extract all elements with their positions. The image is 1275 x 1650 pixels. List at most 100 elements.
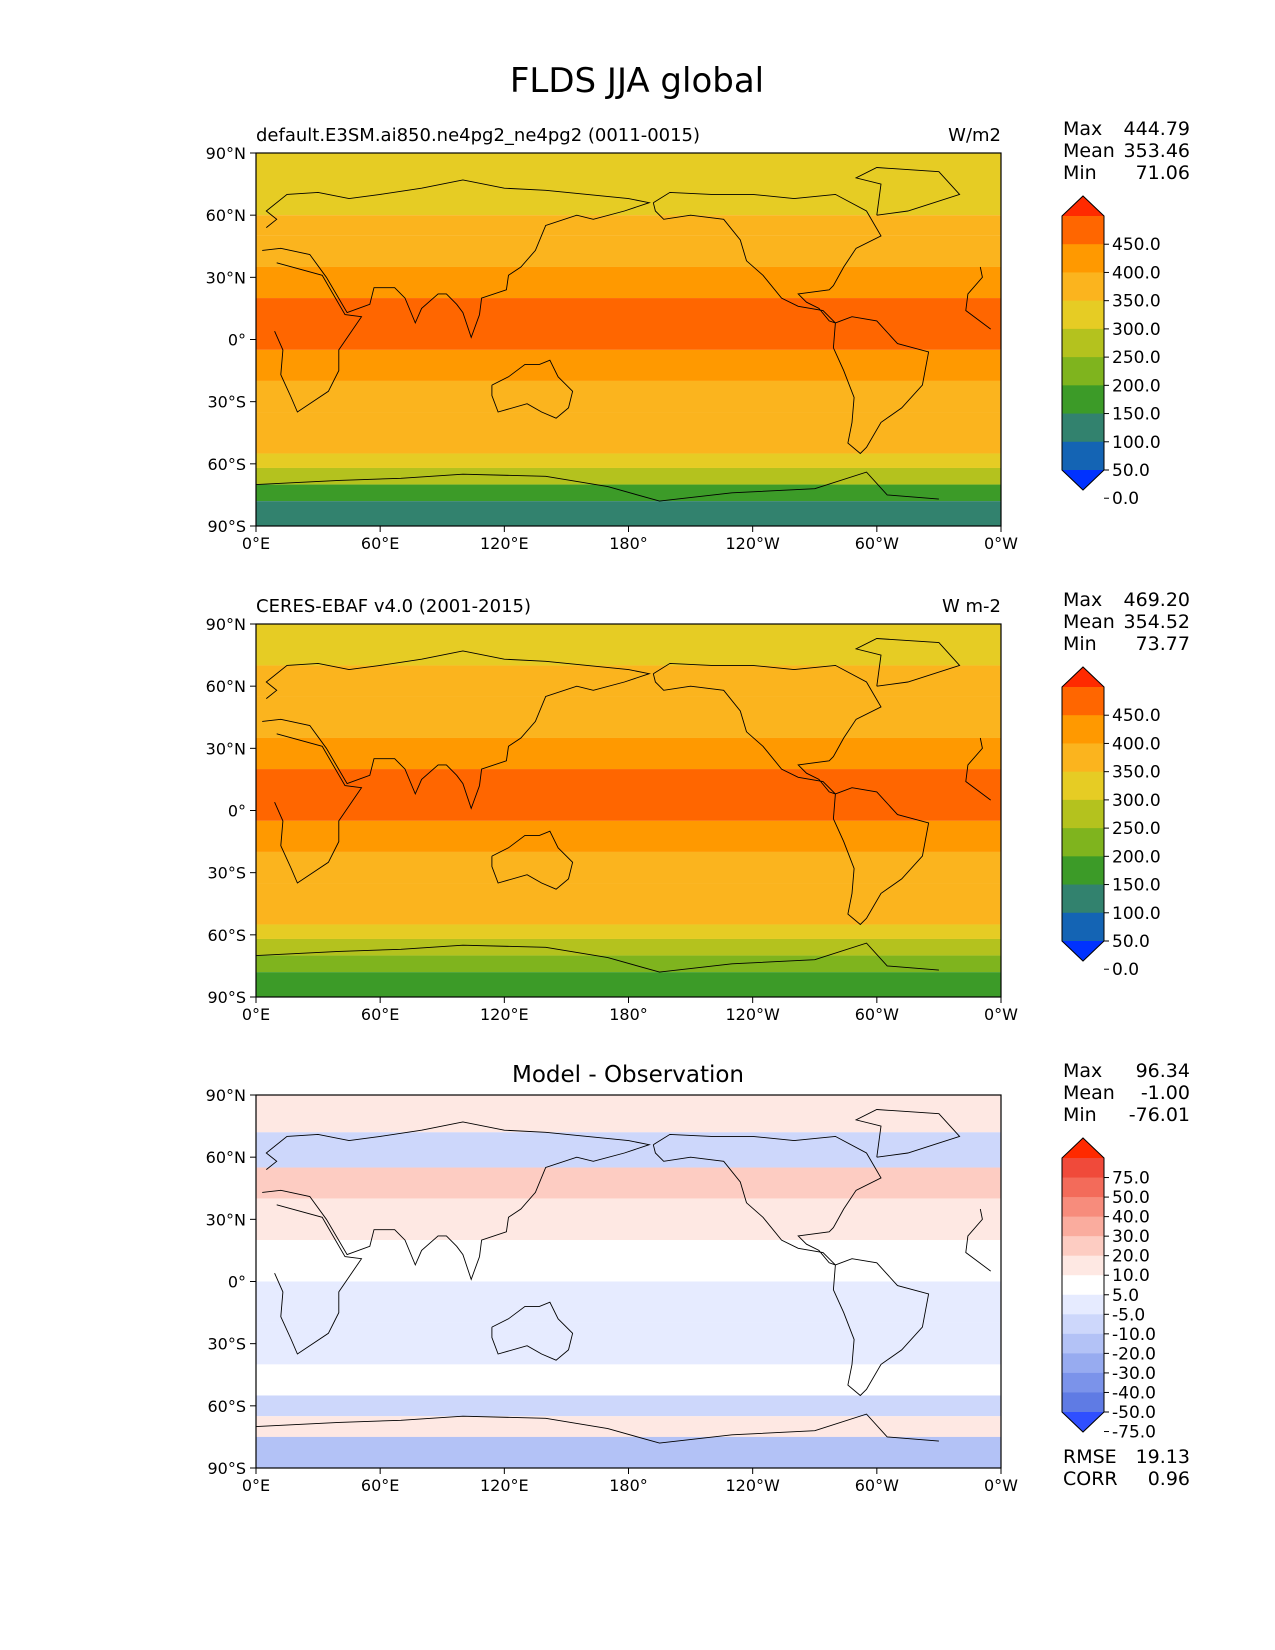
- panel-difference-band-6: [256, 1322, 1001, 1365]
- panel-test-cbar-label-3: 300.0: [1112, 320, 1161, 340]
- panel-test-coastline-2: [652, 191, 882, 324]
- panel-test-ytick-label-3: 0°: [228, 331, 246, 350]
- panel-test-cbar-label-8: 50.0: [1112, 461, 1150, 481]
- panel-difference-coastline-3: [832, 1258, 930, 1397]
- panel-difference-cbar-label-3: 30.0: [1112, 1227, 1150, 1247]
- panel-difference-band-0: [256, 1095, 1001, 1133]
- panel-test-ytick-label-0: 90°N: [206, 144, 246, 163]
- panel-reference-stat-max-label: Max: [1063, 589, 1102, 611]
- panel-test-title: default.E3SM.ai850.ne4pg2_ne4pg2 (0011-0…: [256, 125, 700, 146]
- panel-difference-cbar-label-12: -50.0: [1112, 1403, 1156, 1423]
- panel-difference-band-10: [256, 1436, 1001, 1468]
- panel-test-xtick-label-1: 60°E: [361, 534, 399, 553]
- panel-difference-cbar-label-6: 5.0: [1112, 1286, 1139, 1306]
- panel-test-cbar-segment-5: [1062, 357, 1104, 386]
- panel-test-cbar-label-7: 100.0: [1112, 433, 1161, 453]
- panel-reference-cbar-label-5: 200.0: [1112, 847, 1161, 867]
- panel-difference-stat-mean-value: -1.00: [1141, 1082, 1190, 1104]
- panel-reference-band-7: [256, 883, 1001, 925]
- panel-reference-cbar-segment-8: [1062, 912, 1104, 942]
- panel-reference-xtick-label-2: 120°E: [480, 1005, 529, 1024]
- panel-test-coastline-6: [256, 471, 939, 502]
- panel-reference-stat-min-label: Min: [1063, 633, 1097, 655]
- panel-reference-band-2: [256, 696, 1001, 738]
- panel-test-axes: 0°E 60°E 120°E 180° 120°W 60°W 0°W 90°N 60°N 30°N…: [206, 144, 1019, 553]
- panel-test-cbar-segment-3: [1062, 300, 1104, 330]
- panel-test: default.E3SM.ai850.ne4pg2_ne4pg2 (0011-0…: [206, 118, 1190, 553]
- panel-test-cbar-label-4: 250.0: [1112, 348, 1161, 368]
- panel-reference-ytick-label-5: 60°S: [207, 926, 246, 945]
- panel-difference-stat-mean-label: Mean: [1063, 1082, 1115, 1104]
- panel-difference-cbar-label-1: 50.0: [1112, 1188, 1150, 1208]
- panel-reference-coastline-3: [832, 787, 930, 926]
- panel-difference-axes: 0°E 60°E 120°E 180° 120°W 60°W 0°W 90°N 60°N 30°N…: [206, 1086, 1019, 1495]
- panel-reference-map: [256, 624, 1001, 997]
- panel-test-cbar-extend-high: [1062, 196, 1104, 216]
- panel-difference-coastline-4: [491, 1301, 574, 1361]
- panel-test-stat-max-value: 444.79: [1124, 118, 1190, 140]
- panel-difference-coastline-5: [854, 1109, 961, 1158]
- panel-difference-stat-corr-value: 0.96: [1148, 1468, 1190, 1490]
- panel-difference-cbar-segment-12: [1062, 1392, 1104, 1413]
- panel-test-stat-mean-label: Mean: [1063, 140, 1115, 162]
- panel-difference-coastline-2: [652, 1133, 882, 1266]
- panel-reference-coastline-2: [652, 662, 882, 795]
- panel-difference-stat-min-value: -76.01: [1129, 1104, 1190, 1126]
- panel-reference-band-3: [256, 737, 1001, 770]
- panel-reference-cbar-segment-3: [1062, 771, 1104, 801]
- panel-reference-title: CERES-EBAF v4.0 (2001-2015): [256, 596, 531, 617]
- panel-difference-cbar-label-10: -30.0: [1112, 1364, 1156, 1384]
- panel-reference-cbar-segment-1: [1062, 715, 1104, 744]
- panel-reference-ytick-label-4: 30°S: [207, 864, 246, 883]
- panel-reference-cbar-segment-4: [1062, 799, 1104, 829]
- panel-difference-cbar-segment-4: [1062, 1236, 1104, 1257]
- panel-test-cbar-extend-low: [1062, 470, 1104, 490]
- panel-reference-band-5: [256, 820, 1001, 852]
- panel-difference-coastline-6: [256, 1413, 939, 1444]
- panel-difference-cbar-label-11: -40.0: [1112, 1384, 1156, 1404]
- panel-reference-ytick-label-1: 60°N: [206, 677, 246, 696]
- panel-reference-cbar-label-2: 350.0: [1112, 763, 1161, 783]
- panel-difference-xtick-label-6: 0°W: [984, 1476, 1018, 1495]
- panel-difference-cbar-segment-7: [1062, 1294, 1104, 1315]
- panel-reference-band-8: [256, 924, 1001, 939]
- panel-difference-title: Model - Observation: [512, 1062, 744, 1088]
- panel-difference-cbar-segment-0: [1062, 1158, 1104, 1179]
- panel-difference-cbar-extend-high: [1062, 1138, 1104, 1158]
- panel-test-cbar-label-6: 150.0: [1112, 405, 1161, 425]
- panel-difference-ytick-label-0: 90°N: [206, 1086, 246, 1105]
- panel-difference-ytick-label-1: 60°N: [206, 1148, 246, 1167]
- panel-reference-colorbar: 450.0 400.0 350.0 300.0 250.0 200.0 150.0 100.0…: [1061, 666, 1161, 980]
- panel-reference-xtick-label-1: 60°E: [361, 1005, 399, 1024]
- panel-test-xtick-label-0: 0°E: [242, 534, 270, 553]
- panel-test-coastline-0: [274, 262, 991, 413]
- panel-test-band-6: [256, 380, 1001, 413]
- panel-reference-coastline-4: [491, 830, 574, 890]
- panel-test-cbar-segment-2: [1062, 272, 1104, 302]
- panel-reference-cbar-label-4: 250.0: [1112, 819, 1161, 839]
- panel-difference-band-7: [256, 1364, 1001, 1396]
- panel-difference-ytick-label-6: 90°S: [207, 1459, 246, 1478]
- panel-test-cbar-label-0: 450.0: [1112, 235, 1161, 255]
- figure-title: FLDS JJA global: [510, 61, 764, 101]
- panel-difference-cbar-extend-low: [1062, 1412, 1104, 1432]
- panel-test-colorbar: 450.0 400.0 350.0 300.0 250.0 200.0 150.0 100.0…: [1061, 195, 1161, 509]
- panel-difference-cbar-segment-10: [1062, 1353, 1104, 1374]
- panel-difference-xtick-label-5: 60°W: [855, 1476, 899, 1495]
- panel-difference-cbar-segment-1: [1062, 1177, 1104, 1198]
- panel-test-ytick-label-2: 30°N: [206, 268, 246, 287]
- panel-test-coastline-3: [832, 316, 930, 455]
- panel-difference-cbar-segment-11: [1062, 1372, 1104, 1393]
- panel-reference-axes: 0°E 60°E 120°E 180° 120°W 60°W 0°W 90°N 60°N 30°N…: [206, 615, 1019, 1024]
- panel-difference-stat-min-label: Min: [1063, 1104, 1097, 1126]
- panel-reference-cbar-label-1: 400.0: [1112, 734, 1161, 754]
- panel-test-cbar-segment-8: [1062, 441, 1104, 471]
- panel-difference-band-8: [256, 1395, 1001, 1417]
- panel-test-stat-mean-value: 353.46: [1124, 140, 1190, 162]
- panel-reference-cbar-extend-low: [1062, 941, 1104, 961]
- panel-reference-cbar-segment-0: [1062, 687, 1104, 716]
- panel-difference-band-5: [256, 1281, 1001, 1323]
- panel-reference-cbar-segment-2: [1062, 743, 1104, 773]
- panel-test-units: W/m2: [948, 125, 1001, 146]
- panel-difference-xtick-label-4: 120°W: [725, 1476, 780, 1495]
